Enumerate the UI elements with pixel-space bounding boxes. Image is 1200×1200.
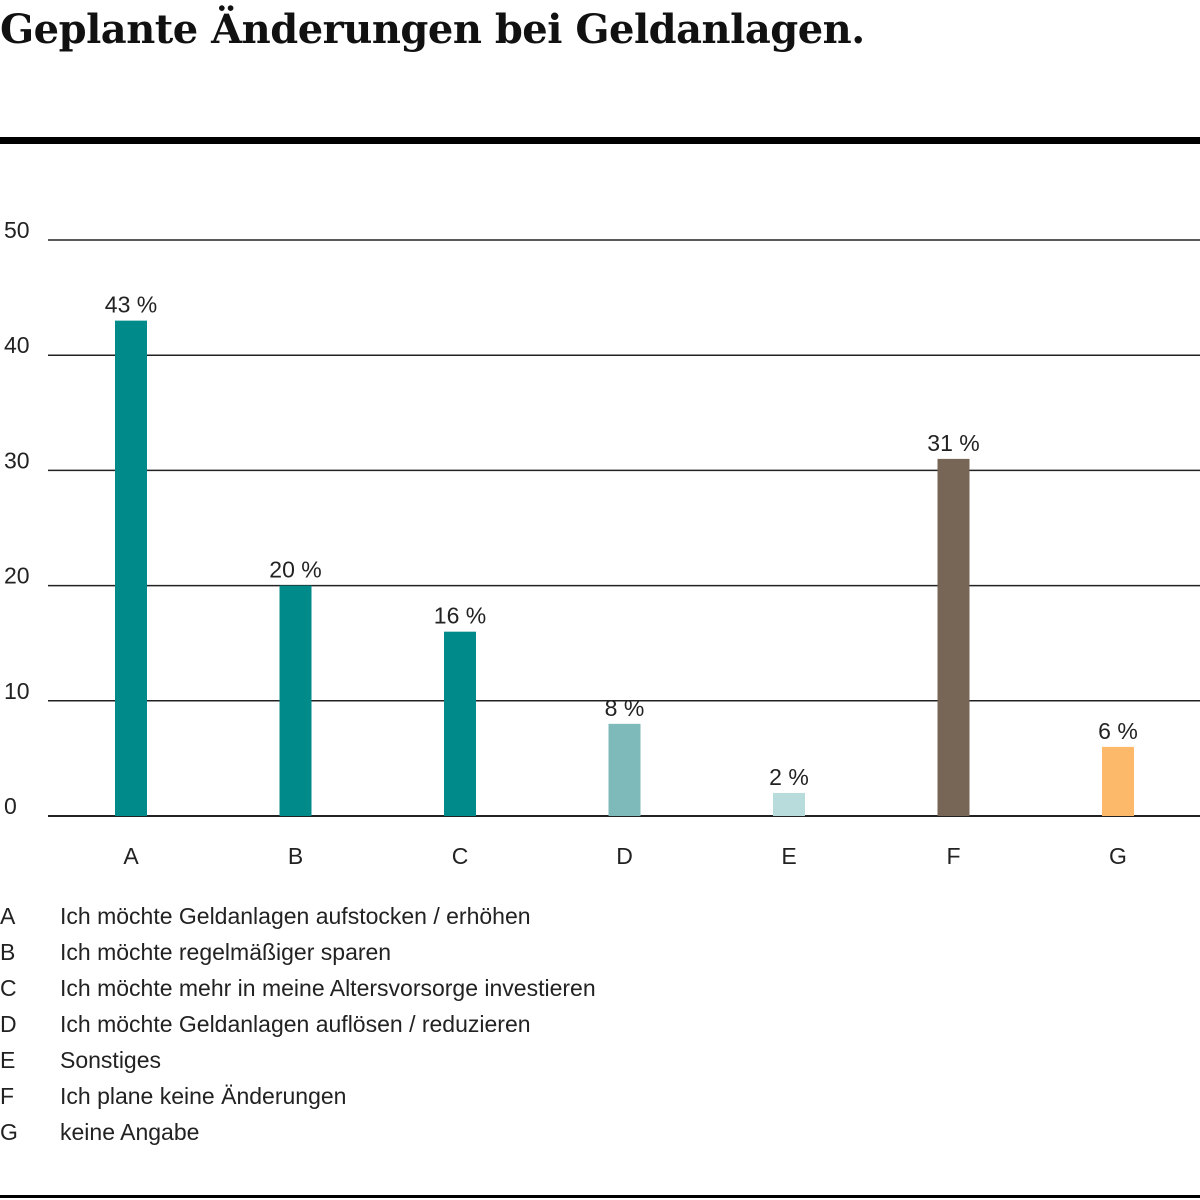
top-divider: [0, 137, 1200, 144]
y-tick-label: 20: [4, 563, 30, 589]
legend-item: C Ich möchte mehr in meine Altersvorsorge…: [0, 970, 1200, 1006]
chart-title: Geplante Änderungen bei Geldanlagen.: [0, 6, 865, 53]
y-axis-ticks: 0 10 20 30 40 50: [4, 217, 30, 819]
y-tick-label: 30: [4, 447, 30, 473]
bar-e: [773, 792, 805, 816]
y-tick-label: 0: [4, 793, 17, 819]
legend-item: B Ich möchte regelmäßiger sparen: [0, 934, 1200, 970]
legend-item: E Sonstiges: [0, 1042, 1200, 1078]
legend-key: C: [0, 975, 17, 1001]
legend-key: E: [0, 1047, 16, 1073]
grid-lines: [48, 239, 1200, 817]
x-tick-label: E: [781, 843, 796, 869]
legend-key: G: [0, 1119, 18, 1145]
bar-d: [608, 723, 641, 816]
y-tick-label: 50: [4, 217, 30, 243]
x-tick-label: C: [452, 843, 469, 869]
legend-item: D Ich möchte Geldanlagen auflösen / reduz…: [0, 1006, 1200, 1042]
value-label: 31 %: [927, 430, 979, 456]
y-tick-label: 40: [4, 332, 30, 358]
legend-text: Ich plane keine Änderungen: [60, 1083, 347, 1109]
x-tick-label: F: [946, 843, 960, 869]
legend-text: Ich möchte regelmäßiger sparen: [60, 939, 392, 965]
x-tick-label: A: [123, 843, 139, 869]
legend-text: Sonstiges: [60, 1047, 162, 1073]
legend-text: Ich möchte Geldanlagen aufstocken / erhö…: [60, 903, 531, 929]
x-axis-ticks: A B C D E F G: [123, 843, 1127, 869]
x-tick-label: D: [616, 843, 633, 869]
bar-chart: 0 10 20 30 40 50 43 % 20 % 16 % 8 % 2 % 31 % 6 % A B…: [4, 217, 1200, 869]
value-label: 20 %: [269, 557, 321, 583]
legend-item: A Ich möchte Geldanlagen aufstocken / erh…: [0, 898, 1200, 934]
bar-g: [1102, 746, 1134, 816]
legend-key: A: [0, 903, 16, 929]
legend: A Ich möchte Geldanlagen aufstocken / erh…: [0, 898, 1200, 1150]
value-label: 8 %: [605, 695, 645, 721]
bar-c: [444, 631, 476, 816]
legend-text: Ich möchte mehr in meine Altersvorsorge …: [60, 975, 596, 1001]
value-label: 2 %: [769, 764, 809, 790]
legend-text: keine Angabe: [60, 1119, 200, 1145]
value-label: 16 %: [434, 603, 486, 629]
value-labels: 43 % 20 % 16 % 8 % 2 % 31 % 6 %: [105, 292, 1138, 790]
value-label: 6 %: [1098, 718, 1138, 744]
legend-key: D: [0, 1011, 17, 1037]
value-label: 43 %: [105, 292, 157, 318]
bottom-divider: [0, 1195, 1200, 1198]
bar-a: [115, 320, 147, 816]
legend-key: F: [0, 1083, 15, 1109]
x-tick-label: B: [288, 843, 303, 869]
bar-b: [279, 585, 312, 816]
y-tick-label: 10: [4, 678, 30, 704]
bar-f: [937, 458, 970, 816]
legend-key: B: [0, 939, 16, 965]
legend-text: Ich möchte Geldanlagen auflösen / reduzi…: [60, 1011, 531, 1037]
x-tick-label: G: [1109, 843, 1127, 869]
bars: [115, 320, 1134, 816]
legend-item: F Ich plane keine Änderungen: [0, 1078, 1200, 1114]
